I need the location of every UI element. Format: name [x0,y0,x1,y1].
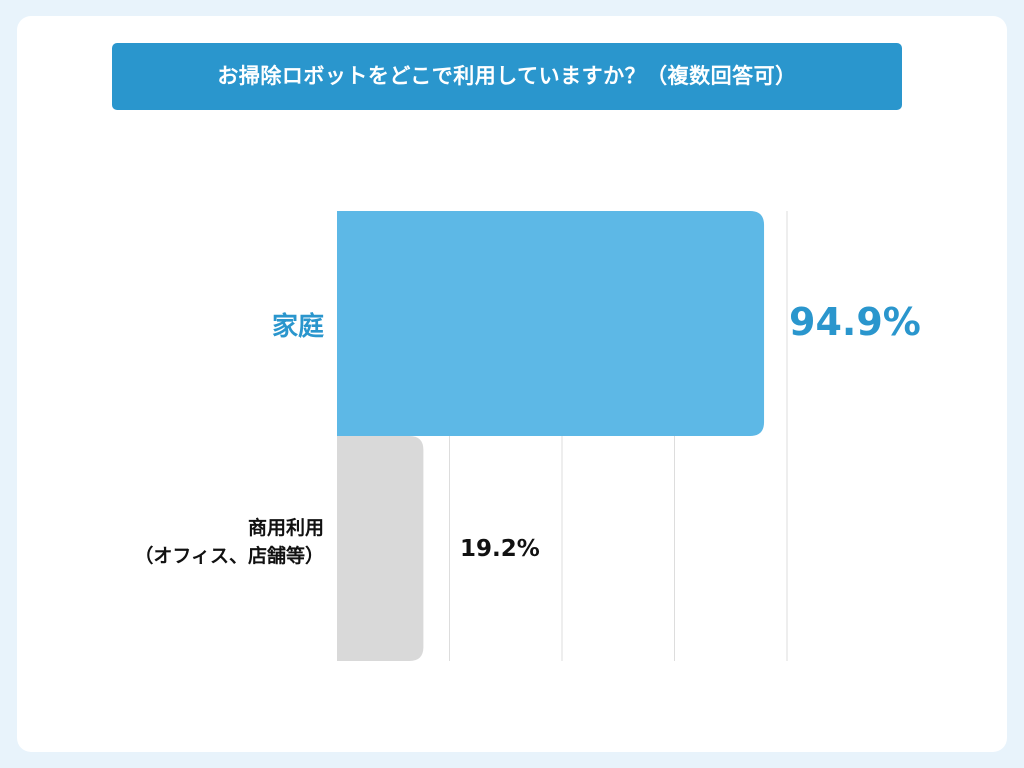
value-label-commercial: 19.2% [460,532,540,566]
category-label-line: 商用利用 [134,514,324,542]
value-label-home: 94.9% [789,298,921,346]
category-label-commercial: 商用利用 （オフィス、店舗等） [134,514,324,570]
category-label-line: （オフィス、店舗等） [134,542,324,570]
bar-commercial [337,436,423,661]
category-label-home: 家庭 [272,309,324,345]
category-label-line: 家庭 [272,309,324,345]
bar-home [337,211,764,436]
